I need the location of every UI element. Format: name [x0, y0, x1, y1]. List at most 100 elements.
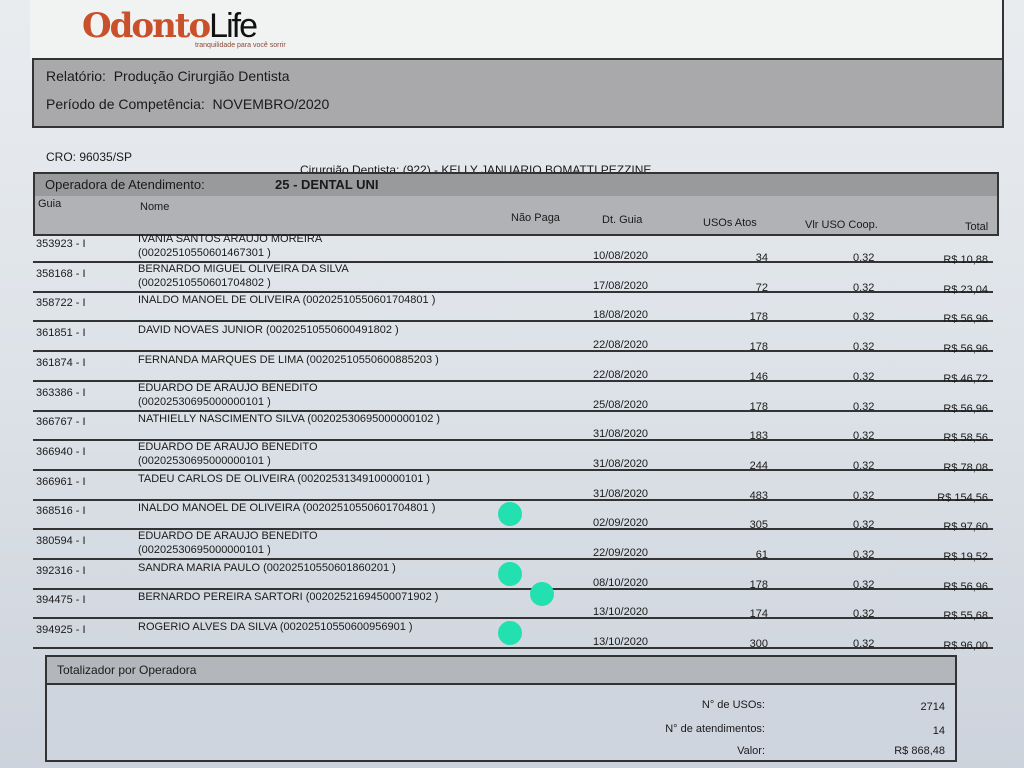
cell-nome: INALDO MANOEL DE OLIVEIRA (0020251055060…: [138, 502, 436, 515]
table-row: 368516 - I INALDO MANOEL DE OLIVEIRA (002…: [33, 499, 993, 534]
cell-guia: 361851 - I: [36, 327, 86, 340]
cell-cod: (00202530695000000101 ): [138, 454, 271, 467]
cell-usos: 174: [749, 608, 768, 621]
table-row: 361851 - I DAVID NOVAES JUNIOR (002025105…: [33, 321, 993, 356]
cell-usos: 178: [749, 578, 768, 591]
cell-guia: 394475 - I: [36, 594, 86, 607]
cell-nome: SANDRA MARIA PAULO (00202510550601860201…: [138, 561, 396, 574]
table-row: 358168 - I BERNARDO MIGUEL OLIVEIRA DA SI…: [33, 262, 993, 296]
col-usos: USOs Atos: [703, 217, 757, 229]
valor-label: Valor:: [737, 745, 765, 757]
cell-nome: BERNARDO MIGUEL OLIVEIRA DA SILVA: [138, 262, 349, 275]
col-guia: Guia: [38, 198, 62, 210]
cell-cod: (00202530695000000101 ): [138, 544, 271, 556]
logo-tagline: tranquilidade para você sorrir: [195, 42, 286, 49]
cell-nome: FERNANDA MARQUES DE LIMA (00202510550600…: [138, 353, 439, 366]
cell-guia: 366940 - I: [36, 445, 86, 458]
table-row: 394925 - I ROGERIO ALVES DA SILVA (002025…: [33, 618, 993, 653]
cell-guia: 394925 - I: [36, 624, 86, 637]
operator-value: 25 - DENTAL UNI: [275, 177, 379, 192]
cell-total: R$ 55,68: [943, 610, 988, 623]
col-dt-guia: Dt. Guia: [602, 214, 643, 226]
cell-dt: 31/08/2020: [593, 428, 649, 441]
cell-vlr: 0.32: [853, 430, 875, 443]
marker-dot: [498, 621, 522, 646]
cell-vlr: 0.32: [853, 489, 875, 502]
cell-total: R$ 96,00: [943, 640, 988, 653]
cell-guia: 392316 - I: [36, 564, 86, 577]
cell-nome: EDUARDO DE ARAUJO BENEDITO: [138, 440, 318, 453]
cell-vlr: 0.32: [853, 578, 875, 591]
logo-box: OdontoLife tranquilidade para você sorri…: [30, 0, 1004, 60]
cell-nome: BERNARDO PEREIRA SARTORI (00202521694500…: [138, 591, 439, 604]
cell-cod: (00202510550601467301 ): [138, 247, 271, 259]
cell-usos: 183: [749, 430, 768, 443]
usos-label: N° de USOs:: [701, 699, 765, 711]
cell-dt: 17/08/2020: [593, 279, 649, 292]
cell-total: R$ 23,04: [943, 283, 988, 296]
cell-nome: TADEU CARLOS DE OLIVEIRA (00202531349100…: [138, 472, 431, 485]
cell-cod: (00202510550601704802 ): [138, 276, 271, 289]
cell-nome: DAVID NOVAES JUNIOR (0020251055060049180…: [138, 324, 399, 337]
report-name: Produção Cirurgião Dentista: [113, 68, 290, 84]
cell-dt: 02/09/2020: [593, 517, 649, 530]
cell-guia: 366767 - I: [36, 416, 86, 429]
column-header: Guia Nome Não Paga Dt. Guia USOs Atos Vl…: [33, 196, 999, 236]
table-row: 358722 - I INALDO MANOEL DE OLIVEIRA (002…: [33, 291, 993, 326]
table-row: 366940 - I EDUARDO DE ARAUJO BENEDITO (002…: [33, 440, 993, 474]
cell-dt: 22/09/2020: [593, 547, 649, 559]
table-row: 380594 - I EDUARDO DE ARAUJO BENEDITO (002…: [33, 529, 993, 563]
cell-total: R$ 46,72: [943, 372, 988, 385]
cell-total: R$ 97,60: [943, 521, 988, 534]
cell-total: R$ 56,96: [943, 313, 988, 326]
logo-brand-b: Life: [209, 7, 258, 45]
cell-dt: 10/08/2020: [593, 250, 649, 262]
cell-total: R$ 56,96: [943, 343, 988, 356]
cell-dt: 08/10/2020: [593, 576, 649, 589]
cell-vlr: 0.32: [853, 519, 875, 532]
cell-vlr: 0.32: [853, 638, 875, 651]
operator-label: Operadora de Atendimento:: [45, 177, 205, 192]
cell-total: R$ 56,96: [943, 402, 988, 415]
cell-vlr: 0.32: [853, 341, 875, 354]
table-row: 392316 - I SANDRA MARIA PAULO (0020251055…: [33, 559, 993, 593]
cell-dt: 18/08/2020: [593, 309, 649, 322]
cell-guia: 358168 - I: [36, 267, 86, 280]
col-total: Total: [965, 221, 989, 233]
cell-dt: 31/08/2020: [593, 487, 649, 500]
cell-total: R$ 154,56: [937, 491, 988, 504]
period-value: NOVEMBRO/2020: [212, 96, 330, 112]
cell-usos: 244: [749, 459, 768, 472]
table-row: 366961 - I TADEU CARLOS DE OLIVEIRA (0020…: [33, 470, 993, 504]
table-row: 361874 - I FERNANDA MARQUES DE LIMA (0020…: [33, 351, 993, 385]
marker-dot: [498, 561, 522, 586]
table-row: 366767 - I NATHIELLY NASCIMENTO SILVA (00…: [33, 410, 993, 444]
cell-nome: EDUARDO DE ARAUJO BENEDITO: [138, 381, 318, 394]
cell-usos: 178: [749, 341, 768, 354]
odontolife-logo: OdontoLife: [82, 6, 258, 46]
marker-dot: [498, 502, 522, 527]
marker-dot: [530, 582, 554, 607]
period-label: Período de Competência:: [46, 96, 205, 112]
cell-dt: 13/10/2020: [593, 636, 649, 649]
cell-total: R$ 78,08: [943, 461, 988, 474]
usos-value: 2714: [920, 701, 945, 713]
cell-guia: 368516 - I: [36, 505, 86, 518]
cell-cod: (00202530695000000101 ): [138, 395, 271, 408]
cell-vlr: 0.32: [853, 311, 875, 324]
cell-nome: EDUARDO DE ARAUJO BENEDITO: [138, 530, 318, 542]
cell-usos: 72: [755, 281, 768, 294]
cell-usos: 300: [749, 638, 768, 651]
cell-nome: IVANIA SANTOS ARAUJO MOREIRA: [138, 233, 323, 245]
col-nome: Nome: [140, 201, 170, 213]
cell-dt: 25/08/2020: [593, 398, 649, 411]
cell-usos: 178: [749, 311, 768, 324]
cell-guia: 361874 - I: [36, 356, 86, 369]
cell-total: R$ 56,96: [943, 580, 988, 593]
operator-bar: Operadora de Atendimento: 25 - DENTAL UN…: [33, 172, 999, 198]
cell-vlr: 0.32: [853, 608, 875, 621]
atend-label: N° de atendimentos:: [665, 723, 765, 735]
cell-dt: 22/08/2020: [593, 339, 649, 352]
totals-box: Totalizador por Operadora N° de USOs: 27…: [45, 655, 957, 762]
